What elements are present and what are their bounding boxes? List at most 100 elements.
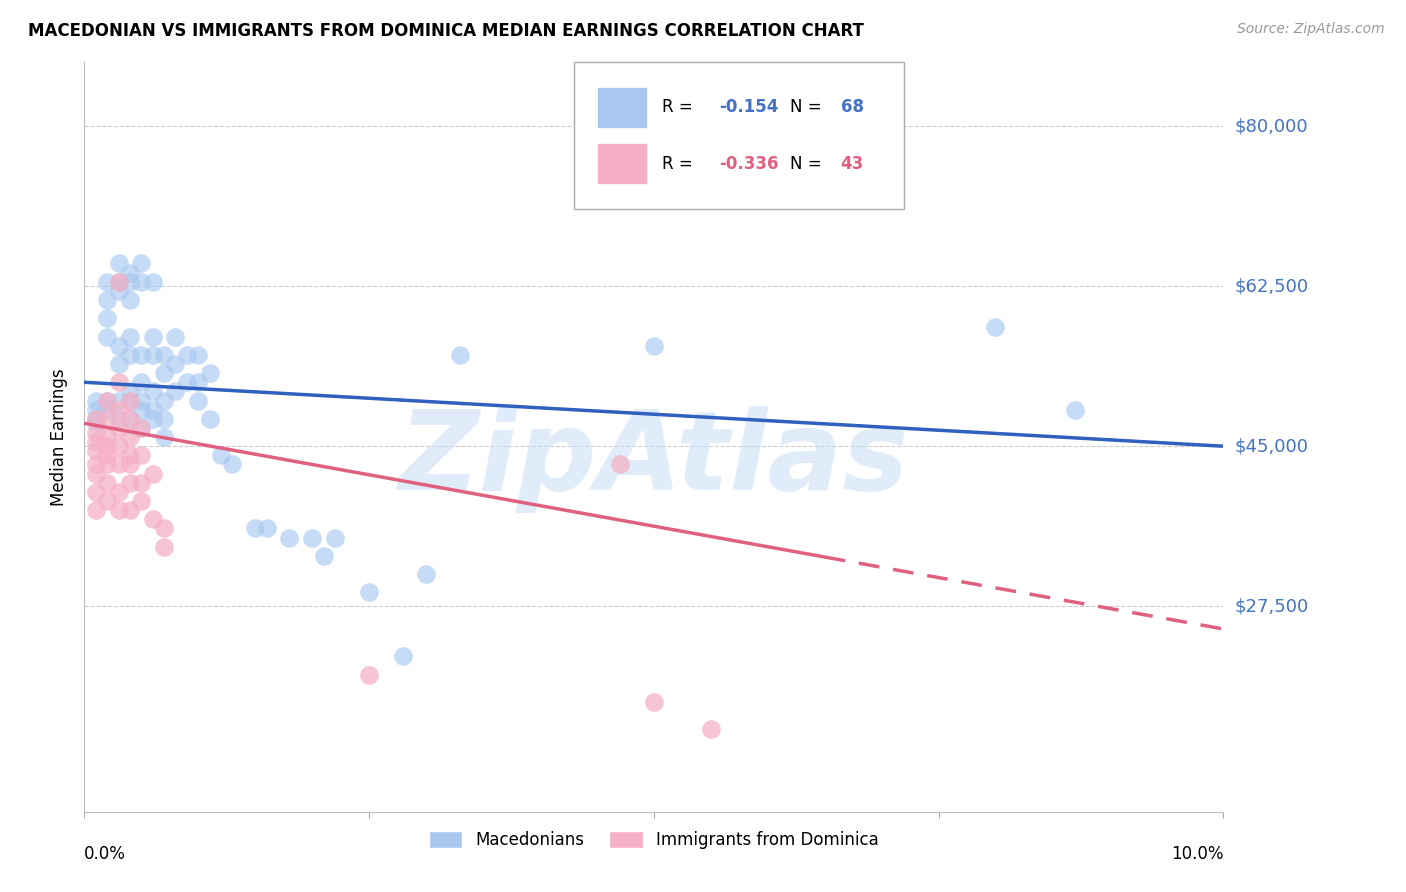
Point xyxy=(301,531,323,545)
Point xyxy=(118,503,141,517)
Point xyxy=(131,421,153,435)
Point xyxy=(643,695,665,709)
Text: R =: R = xyxy=(662,98,697,116)
Point xyxy=(278,531,301,545)
Point xyxy=(96,412,118,426)
Point xyxy=(118,384,141,399)
Point xyxy=(84,503,107,517)
Point xyxy=(107,275,129,289)
Point xyxy=(107,484,129,499)
Point xyxy=(107,284,129,298)
Point xyxy=(187,393,209,408)
Point xyxy=(84,412,107,426)
FancyBboxPatch shape xyxy=(574,62,904,209)
Point xyxy=(84,417,107,431)
Point xyxy=(96,329,118,343)
Point xyxy=(312,549,335,563)
Point xyxy=(107,458,129,472)
Point xyxy=(984,320,1007,334)
Text: $62,500: $62,500 xyxy=(1234,277,1309,295)
Text: -0.336: -0.336 xyxy=(718,154,778,172)
Point xyxy=(96,439,118,453)
FancyBboxPatch shape xyxy=(598,87,647,128)
Point xyxy=(118,293,141,307)
Legend: Macedonians, Immigrants from Dominica: Macedonians, Immigrants from Dominica xyxy=(422,824,886,855)
Point xyxy=(107,412,129,426)
Point xyxy=(84,425,107,440)
Point xyxy=(96,494,118,508)
Point xyxy=(107,256,129,270)
Text: 0.0%: 0.0% xyxy=(84,846,127,863)
Y-axis label: Median Earnings: Median Earnings xyxy=(51,368,69,506)
Point xyxy=(118,329,141,343)
Point xyxy=(131,393,153,408)
Text: MACEDONIAN VS IMMIGRANTS FROM DOMINICA MEDIAN EARNINGS CORRELATION CHART: MACEDONIAN VS IMMIGRANTS FROM DOMINICA M… xyxy=(28,22,865,40)
Point xyxy=(221,458,243,472)
Text: 68: 68 xyxy=(841,98,863,116)
Point xyxy=(165,329,187,343)
Point xyxy=(84,458,107,472)
Point xyxy=(142,384,165,399)
FancyBboxPatch shape xyxy=(598,144,647,184)
Point xyxy=(118,393,141,408)
Point xyxy=(153,521,176,535)
Point xyxy=(187,348,209,362)
Point xyxy=(165,357,187,371)
Point xyxy=(643,339,665,353)
Text: 10.0%: 10.0% xyxy=(1171,846,1223,863)
Point xyxy=(359,585,381,599)
Point xyxy=(118,475,141,490)
Point xyxy=(142,275,165,289)
Point xyxy=(96,430,118,444)
Point xyxy=(176,376,198,390)
Text: Source: ZipAtlas.com: Source: ZipAtlas.com xyxy=(1237,22,1385,37)
Point xyxy=(187,376,209,390)
Point xyxy=(153,348,176,362)
Point xyxy=(84,484,107,499)
Point xyxy=(415,567,437,582)
Text: $80,000: $80,000 xyxy=(1234,118,1308,136)
Text: $27,500: $27,500 xyxy=(1234,597,1309,615)
Point xyxy=(142,329,165,343)
Point xyxy=(118,393,141,408)
Text: 43: 43 xyxy=(841,154,863,172)
Text: $45,000: $45,000 xyxy=(1234,437,1309,455)
Point xyxy=(153,366,176,380)
Point xyxy=(142,467,165,481)
Point xyxy=(131,421,153,435)
Point xyxy=(359,667,381,681)
Text: N =: N = xyxy=(790,154,827,172)
Text: R =: R = xyxy=(662,154,697,172)
Point xyxy=(131,402,153,417)
Point xyxy=(1064,402,1087,417)
Point xyxy=(131,376,153,390)
Point xyxy=(323,531,346,545)
Point xyxy=(84,412,107,426)
Point xyxy=(165,384,187,399)
Text: -0.154: -0.154 xyxy=(718,98,778,116)
Point xyxy=(96,393,118,408)
Point xyxy=(153,430,176,444)
Point xyxy=(153,540,176,554)
Point xyxy=(118,448,141,462)
Point xyxy=(107,439,129,453)
Point xyxy=(118,275,141,289)
Point xyxy=(131,448,153,462)
Text: N =: N = xyxy=(790,98,827,116)
Point xyxy=(107,421,129,435)
Point xyxy=(118,430,141,444)
Point xyxy=(107,503,129,517)
Point xyxy=(153,393,176,408)
Point xyxy=(96,458,118,472)
Point xyxy=(84,467,107,481)
Point xyxy=(245,521,267,535)
Point xyxy=(142,412,165,426)
Point xyxy=(131,275,153,289)
Point xyxy=(209,448,232,462)
Point xyxy=(700,723,723,737)
Point xyxy=(118,266,141,280)
Point xyxy=(198,366,221,380)
Point xyxy=(256,521,278,535)
Point xyxy=(609,458,631,472)
Point xyxy=(198,412,221,426)
